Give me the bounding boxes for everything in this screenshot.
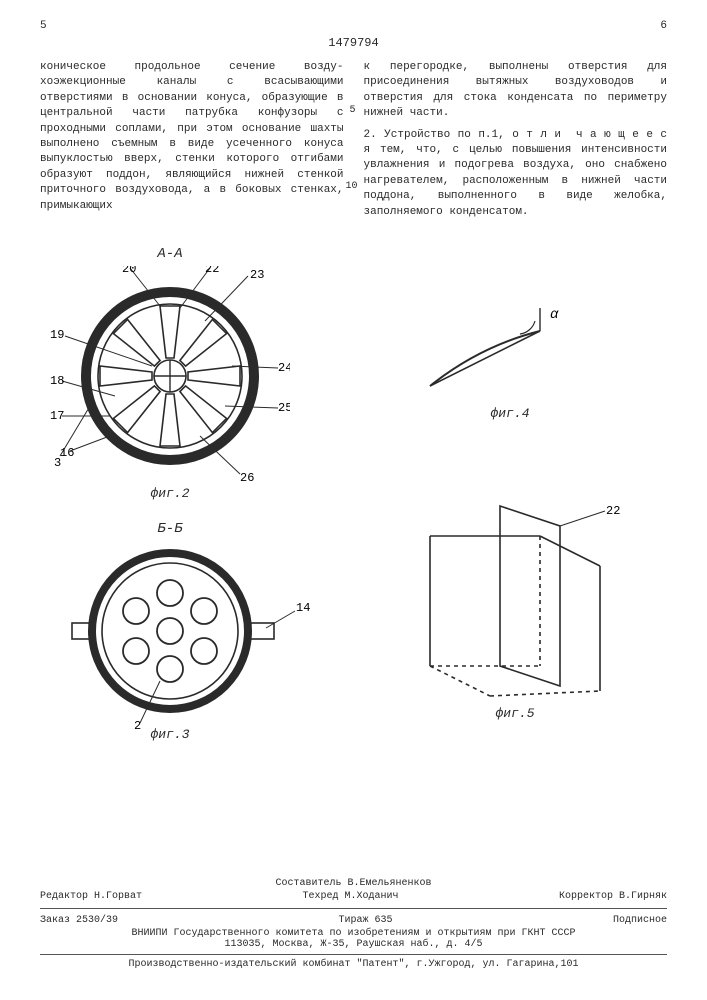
page-left: 5 <box>40 20 47 32</box>
fig2-section: А-А <box>50 246 290 262</box>
footer-editor: Редактор Н.Горват <box>40 891 142 902</box>
footer-order: Заказ 2530/39 <box>40 915 118 926</box>
callout-3: 3 <box>54 456 61 470</box>
callout-20: 20 <box>122 266 136 276</box>
callout-26: 26 <box>240 471 254 485</box>
fig5-caption: фиг.5 <box>400 706 630 721</box>
fig4-svg: α <box>410 306 590 406</box>
footer-org: ВНИИПИ Государственного комитета по изоб… <box>40 928 667 939</box>
footer-tirazh: Тираж 635 <box>338 915 392 926</box>
alpha-label: α <box>550 307 559 323</box>
fig4-caption: фиг.4 <box>410 406 610 421</box>
col-right-p1: к перегородке, выполнены отверстия для п… <box>364 60 668 122</box>
callout-19: 19 <box>50 328 64 342</box>
callout-2: 2 <box>134 719 141 731</box>
patent-number: 1479794 <box>40 36 667 50</box>
col-right: 5 10 к перегородке, выполнены отверстия … <box>364 60 668 226</box>
footer-printer: Производственно-издательский комбинат "П… <box>40 959 667 970</box>
footer: Составитель В.Емельяненков Редактор Н.Го… <box>40 878 667 970</box>
callout-17: 17 <box>50 409 64 423</box>
fig3-svg: 14 2 <box>50 541 310 731</box>
callout-14: 14 <box>296 601 310 615</box>
footer-corrector: Корректор В.Гирняк <box>559 891 667 902</box>
callout-22b: 22 <box>606 504 620 518</box>
fig3-caption: фиг.3 <box>50 727 290 742</box>
callout-22: 22 <box>205 266 219 276</box>
callout-25: 25 <box>278 401 290 415</box>
divider-1 <box>40 908 667 909</box>
fig4-container: α фиг.4 <box>410 306 610 421</box>
page: 5 6 1479794 коническое продольное сечени… <box>0 0 707 1000</box>
footer-tech: Техред М.Ходанич <box>302 891 398 902</box>
text-columns: коническое продольное сечение возду­хоэж… <box>40 60 667 226</box>
callout-18: 18 <box>50 374 64 388</box>
callout-24: 24 <box>278 361 290 375</box>
page-right: 6 <box>660 20 667 32</box>
line-num-5: 5 <box>350 104 356 118</box>
fig3-section: Б-Б <box>50 521 290 537</box>
line-num-10: 10 <box>346 180 358 194</box>
footer-order-row: Заказ 2530/39 Тираж 635 Подписное <box>40 913 667 928</box>
figures-area: А-А <box>40 246 667 746</box>
footer-credits: Редактор Н.Горват Техред М.Ходанич Корре… <box>40 889 667 904</box>
fig5-container: 22 фиг.5 <box>400 486 630 721</box>
callout-23: 23 <box>250 268 264 282</box>
fig5-svg: 22 <box>400 486 630 706</box>
col-left-p1: коническое продольное сечение возду­хоэж… <box>40 60 344 214</box>
fig2-container: А-А <box>50 246 290 501</box>
col-left: коническое продольное сечение возду­хоэж… <box>40 60 344 226</box>
fig2-svg: 20 22 23 19 24 18 25 17 16 26 3 <box>50 266 290 486</box>
fig2-caption: фиг.2 <box>50 486 290 501</box>
col-right-p2: 2. Устройство по п.1, о т л и ­ ч а ю щ … <box>364 128 668 220</box>
callout-16: 16 <box>60 446 74 460</box>
divider-2 <box>40 954 667 955</box>
footer-addr: 113035, Москва, Ж-35, Раушская наб., д. … <box>40 939 667 950</box>
fig3-container: Б-Б <box>50 521 290 742</box>
footer-sign: Подписное <box>613 915 667 926</box>
header-row: 5 6 <box>40 20 667 32</box>
footer-compiler: Составитель В.Емельяненков <box>40 878 667 889</box>
